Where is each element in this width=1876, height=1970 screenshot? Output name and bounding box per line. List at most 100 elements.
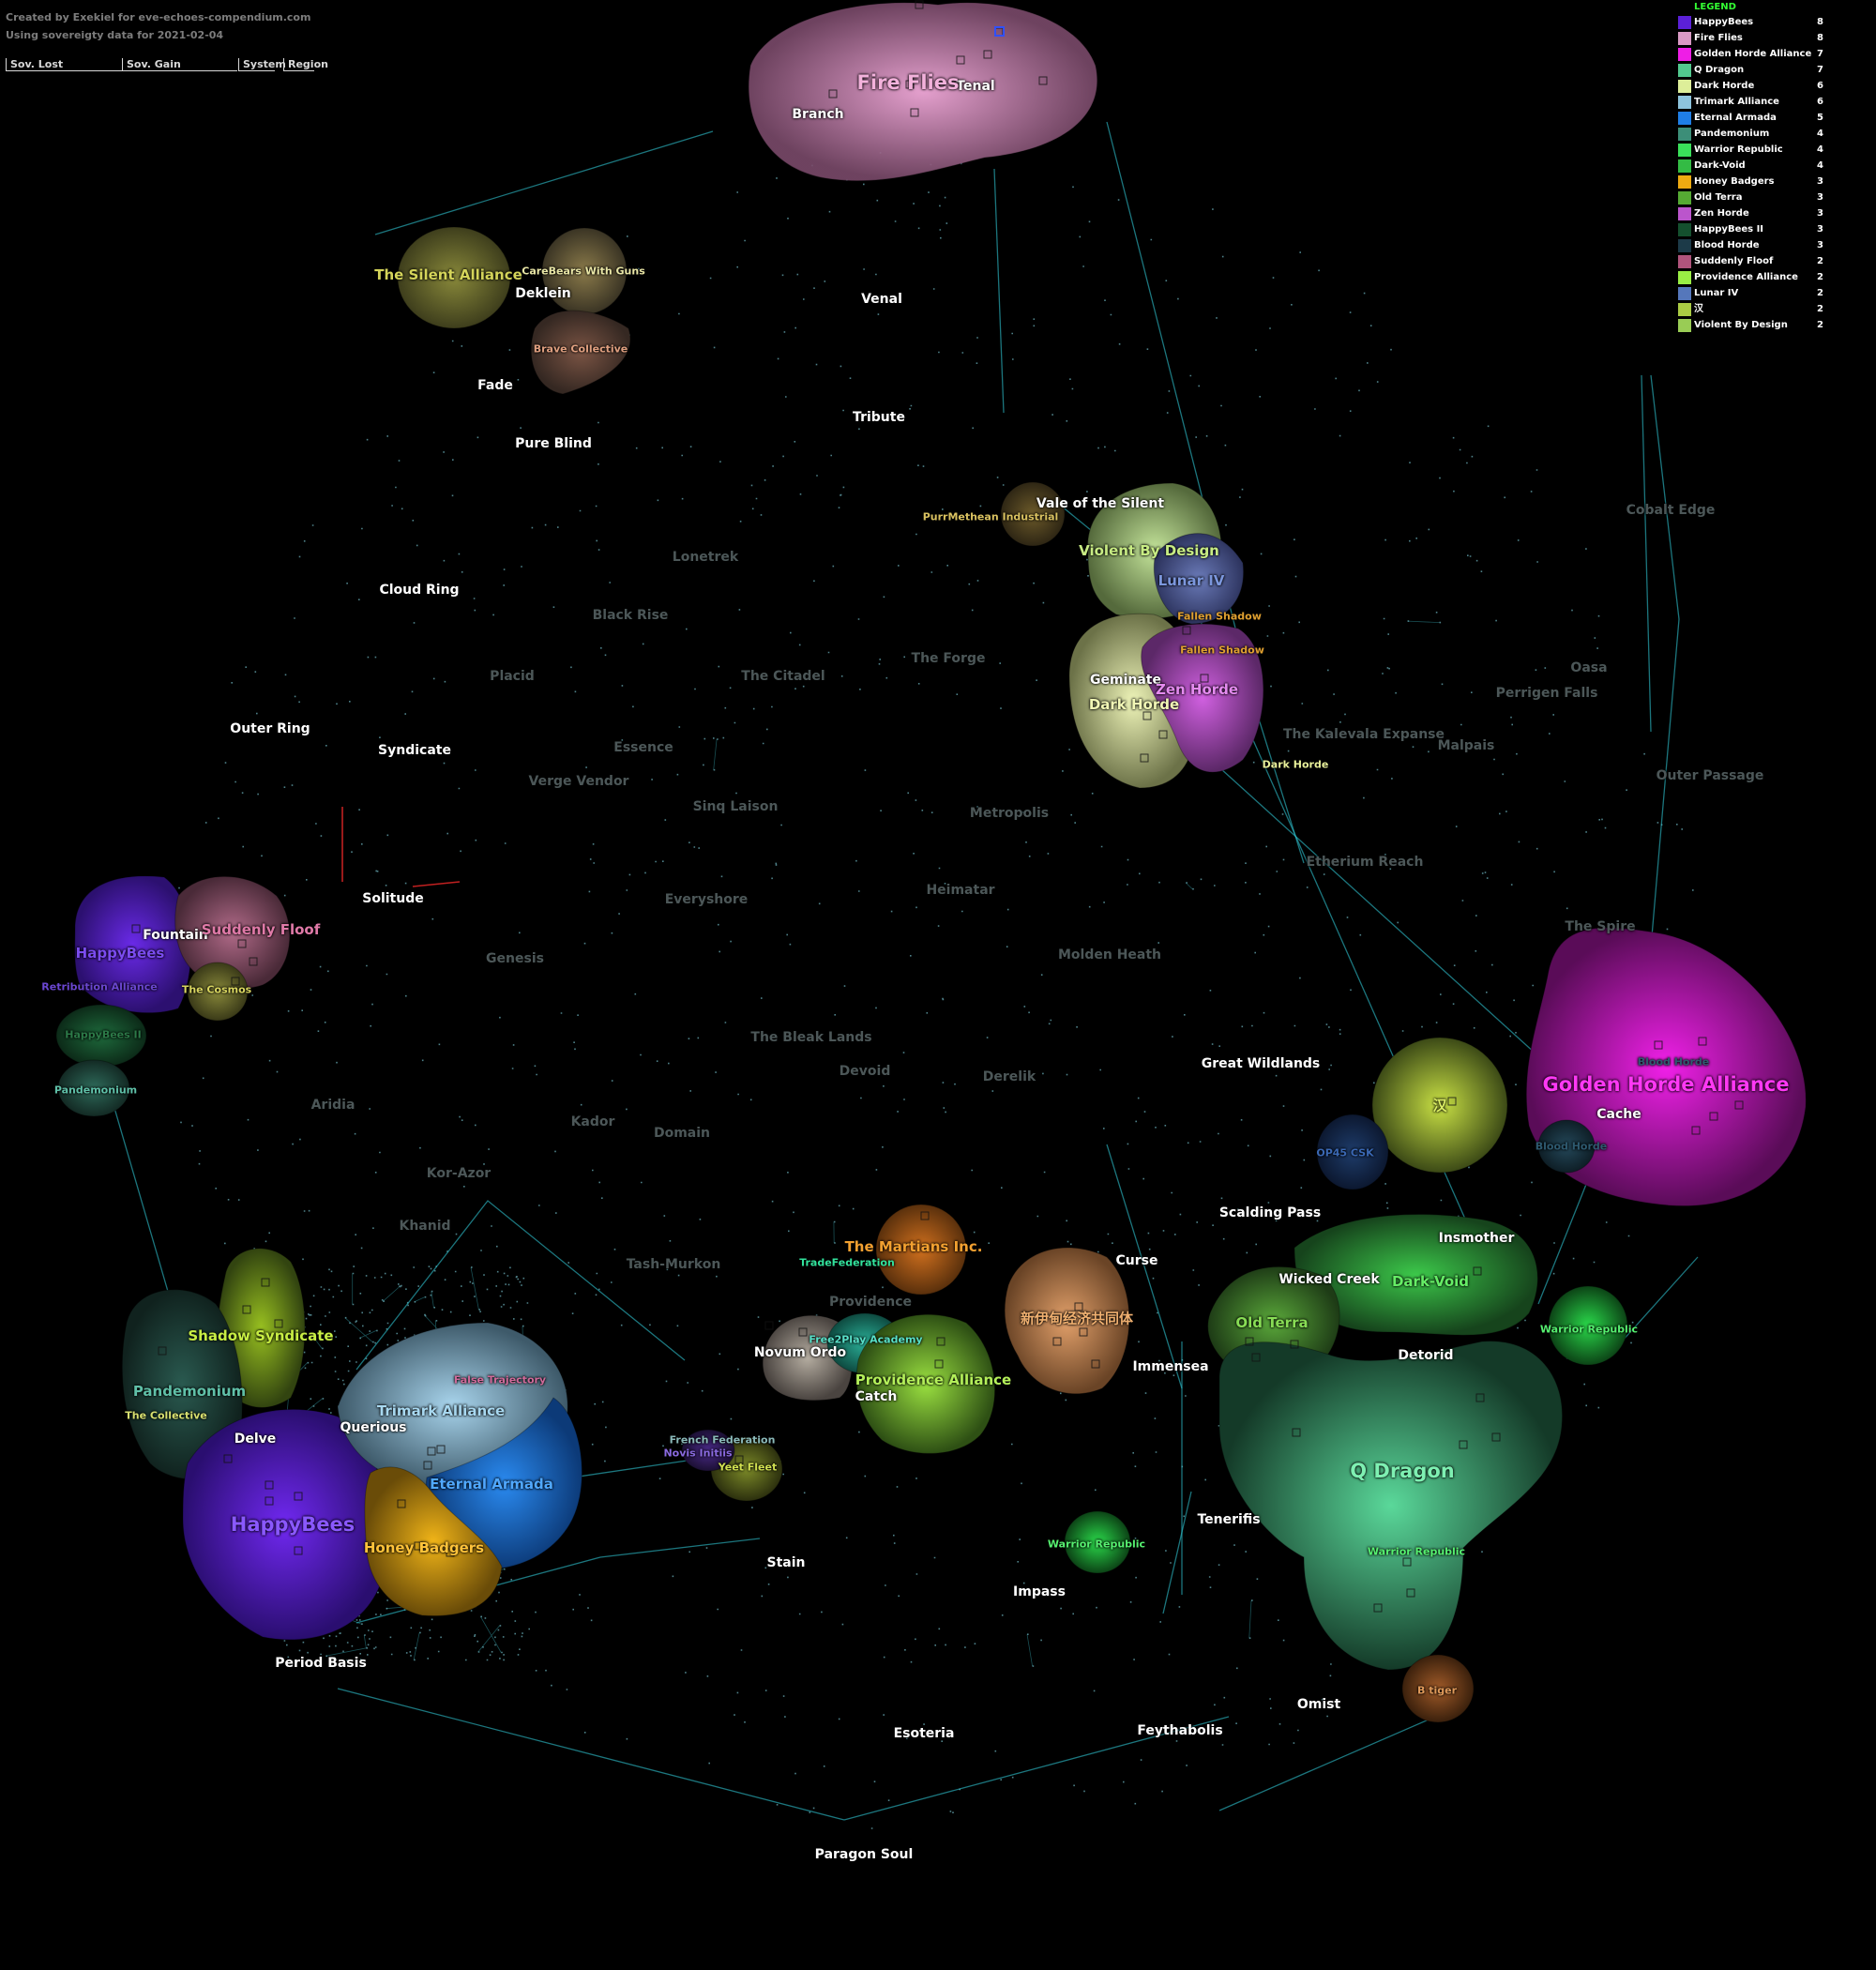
legend-item-name: Eternal Armada <box>1694 113 1777 123</box>
owned-system-marker <box>1142 711 1152 720</box>
legend-item: Q Dragon 7 <box>1678 63 1870 79</box>
owned-system-marker <box>436 1445 446 1454</box>
territory-warrior-republic-east <box>1548 1285 1628 1366</box>
legend-item-count: 2 <box>1817 272 1823 282</box>
region-label: Verge Vendor <box>528 774 629 789</box>
owned-system-marker <box>1373 1603 1383 1613</box>
legend-item-name: 汉 <box>1694 304 1703 314</box>
owned-system-marker <box>905 80 915 89</box>
region-label: Delve <box>234 1432 277 1447</box>
legend-item: Dark-Void 4 <box>1678 159 1870 174</box>
owned-system-marker <box>1491 1432 1501 1442</box>
alliance-label: Fallen Shadow <box>1177 610 1262 623</box>
alliance-label: Fallen Shadow <box>1180 644 1264 657</box>
alliance-label: 新伊甸经济共同体 <box>1020 1310 1134 1327</box>
territory-fire-flies <box>748 2 1098 182</box>
legend-item: Violent By Design 2 <box>1678 318 1870 334</box>
alliance-label: The Collective <box>125 1409 207 1422</box>
region-label: Khanid <box>399 1219 451 1234</box>
region-label: Vale of the Silent <box>1036 496 1165 511</box>
legend-item-name: Pandemonium <box>1694 129 1770 139</box>
legend: LEGEND HappyBees 8 Fire Flies 8 Golden Horde… <box>1678 0 1870 334</box>
alliance-label: Dark Horde <box>1262 758 1329 771</box>
region-label: Querious <box>340 1420 407 1435</box>
legend-swatch <box>1678 96 1691 109</box>
legend-item-count: 4 <box>1817 160 1823 171</box>
region-label: Tenerifis <box>1197 1512 1261 1527</box>
legend-swatch <box>1678 159 1691 173</box>
owned-system-marker <box>915 0 924 9</box>
territory-warrior-republic-south <box>1064 1510 1131 1574</box>
region-label: Syndicate <box>378 743 451 758</box>
legend-swatch <box>1678 303 1691 316</box>
sov-lost-link <box>412 881 461 887</box>
legend-item-name: Old Terra <box>1694 192 1743 203</box>
credit-author: Created by Exekiel for eve-echoes-compen… <box>6 11 311 23</box>
legend-item-name: HappyBees <box>1694 17 1754 27</box>
legend-item-name: Golden Horde Alliance <box>1694 49 1812 59</box>
legend-item-name: Fire Flies <box>1694 33 1743 43</box>
owned-system-marker <box>764 1321 774 1330</box>
territory-pandemonium-west <box>57 1059 130 1117</box>
region-label: Stain <box>766 1555 806 1570</box>
region-label: Malpais <box>1437 738 1495 753</box>
region-label: Outer Ring <box>230 721 310 736</box>
owned-system-marker <box>1038 76 1048 85</box>
region-label: Lonetrek <box>672 550 739 565</box>
alliance-label: Brave Collective <box>533 342 628 356</box>
legend-item-count: 7 <box>1817 49 1823 59</box>
territory-happybees-north <box>74 875 191 1014</box>
legend-item-name: Blood Horde <box>1694 240 1760 250</box>
territory-lunar-iv <box>1153 533 1245 625</box>
region-label: Sinq Laison <box>692 799 779 814</box>
alliance-label: HappyBees <box>75 945 165 962</box>
region-label: Omist <box>1296 1697 1341 1712</box>
owned-system-marker <box>223 1454 233 1463</box>
territory-blood-horde <box>1537 1119 1596 1174</box>
region-label: Providence <box>829 1295 912 1310</box>
legend-item: Warrior Republic 4 <box>1678 143 1870 159</box>
region-label: Scalding Pass <box>1218 1205 1322 1220</box>
alliance-label: Blood Horde <box>1637 1055 1710 1068</box>
legend-swatch <box>1678 319 1691 332</box>
legend-item-count: 4 <box>1817 144 1823 155</box>
legend-item: Eternal Armada 5 <box>1678 111 1870 127</box>
legend-swatch <box>1678 64 1691 77</box>
legend-title: LEGEND <box>1694 2 1736 12</box>
region-label: Aridia <box>310 1098 356 1113</box>
header-region: Region <box>283 58 328 71</box>
region-label: Period Basis <box>275 1656 367 1671</box>
alliance-label: Honey Badgers <box>363 1539 485 1556</box>
alliance-label: OP45 CSK <box>1316 1146 1374 1159</box>
region-label: Tenal <box>956 79 995 94</box>
owned-system-marker <box>1734 1100 1744 1110</box>
region-label: Cloud Ring <box>379 583 460 598</box>
owned-system-marker <box>1245 1337 1254 1346</box>
alliance-label: Dark Horde <box>1088 696 1180 713</box>
region-label: Domain <box>653 1126 711 1141</box>
legend-item: Lunar IV 2 <box>1678 286 1870 302</box>
legend-item-count: 7 <box>1817 65 1823 75</box>
legend-item-name: Trimark Alliance <box>1694 97 1779 107</box>
owned-system-marker <box>936 1337 946 1346</box>
owned-system-marker <box>294 1492 303 1501</box>
legend-item-name: Violent By Design <box>1694 320 1788 330</box>
alliance-label: Lunar IV <box>1157 572 1225 589</box>
region-label: Venal <box>861 292 902 307</box>
territory-zen-horde <box>1141 623 1264 773</box>
legend-swatch <box>1678 287 1691 300</box>
legend-item: Pandemonium 4 <box>1678 127 1870 143</box>
region-label: Immensea <box>1132 1359 1209 1374</box>
legend-item-count: 5 <box>1817 113 1823 123</box>
territories <box>55 2 1807 1723</box>
territory-martians <box>875 1204 967 1296</box>
owned-system-marker <box>414 1541 423 1551</box>
owned-system-marker <box>427 1447 436 1456</box>
territory-op45 <box>1316 1114 1389 1190</box>
legend-swatch <box>1678 239 1691 252</box>
owned-system-marker <box>1290 1340 1299 1349</box>
territory-b-tiger <box>1401 1654 1475 1723</box>
legend-items: HappyBees 8 Fire Flies 8 Golden Horde Allian… <box>1678 15 1870 334</box>
territory-silent-alliance <box>397 226 511 329</box>
